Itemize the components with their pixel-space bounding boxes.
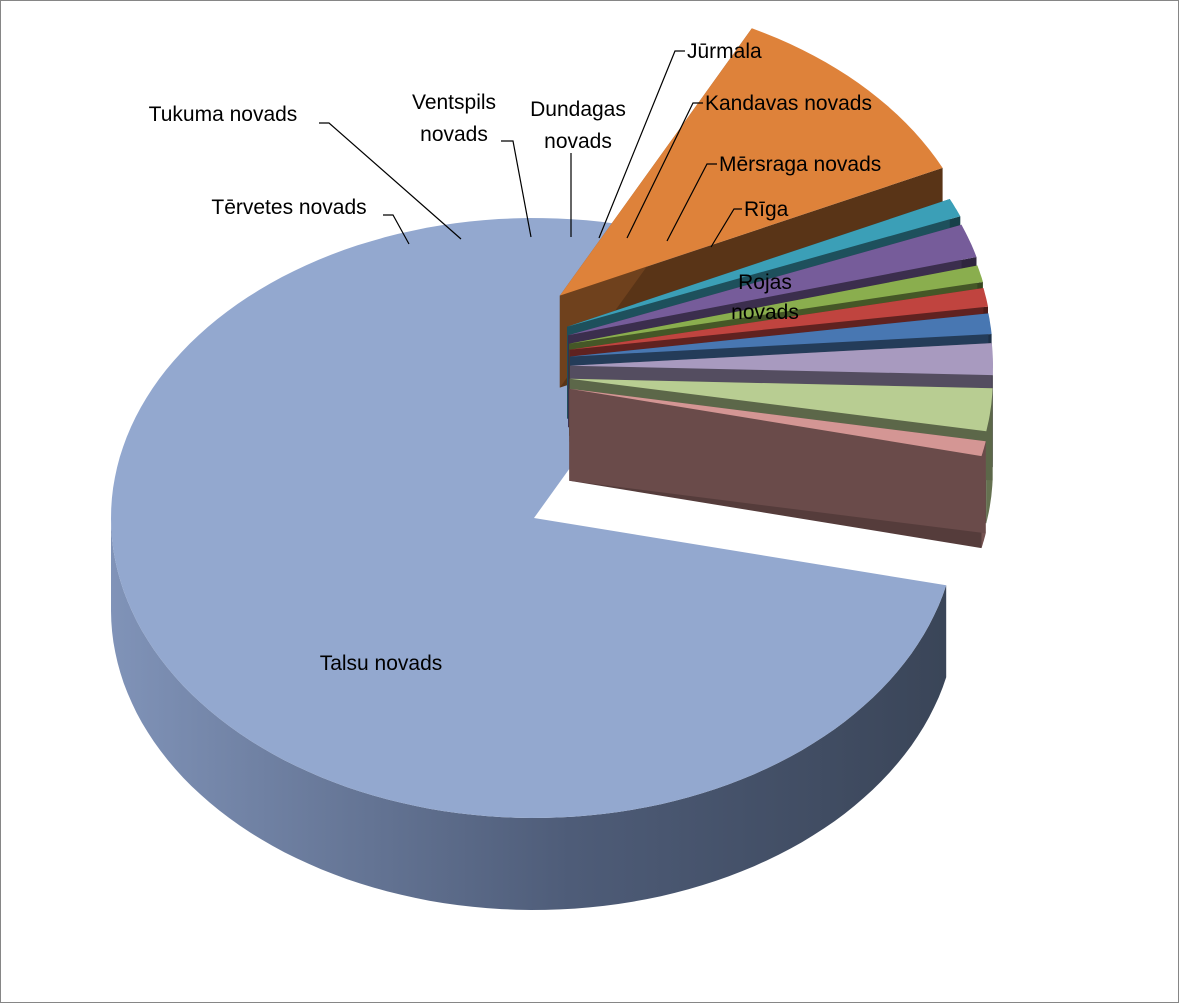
slice-label-tervetes-novads: Tērvetes novads xyxy=(211,196,366,219)
slice-label-mersraga-novads: Mērsraga novads xyxy=(719,153,881,176)
slice-side-talsu-novads xyxy=(111,519,947,910)
slice-top-kandavas-novads xyxy=(569,265,983,344)
leader-line-ventspils-novads xyxy=(501,140,532,238)
leader-line-riga xyxy=(710,208,742,248)
leader-line-tukuma-novads xyxy=(319,122,462,240)
slice-top-rojas-novads xyxy=(559,28,943,296)
slice-wall-tervetes-novads xyxy=(569,388,986,534)
slice-top-tukuma-novads xyxy=(569,378,993,432)
leader-line-kandavas-novads xyxy=(626,102,703,239)
slice-label-riga: Rīga xyxy=(744,198,789,221)
slice-top-ventspils-novads xyxy=(569,343,993,376)
slice-top-riga xyxy=(567,199,961,327)
pie-slice-talsu-novads xyxy=(111,218,947,910)
slice-top-talsu-novads xyxy=(111,218,947,818)
slice-top-dundagas-novads xyxy=(569,313,992,357)
pie-slice-tervetes-novads xyxy=(569,388,986,549)
slice-label-rojas-novads: Rojas novads xyxy=(731,271,799,324)
slice-top-mersraga-novads xyxy=(568,224,977,336)
slice-top-tervetes-novads xyxy=(569,388,986,457)
leader-line-tervetes-novads xyxy=(383,214,410,245)
slice-label-tukuma-novads: Tukuma novads xyxy=(149,103,298,126)
slice-label-kandavas-novads: Kandavas novads xyxy=(705,92,872,115)
slice-label-ventspils-novads: Ventspils novads xyxy=(412,91,496,146)
leader-line-jurmala xyxy=(598,50,685,239)
slice-top-jurmala xyxy=(569,288,988,350)
slice-label-talsu-novads: Talsu novads xyxy=(320,652,443,675)
leader-line-mersraga-novads xyxy=(666,163,717,242)
slice-label-dundagas-novads: Dundagas novads xyxy=(530,98,626,153)
slice-label-jurmala: Jūrmala xyxy=(687,40,762,63)
